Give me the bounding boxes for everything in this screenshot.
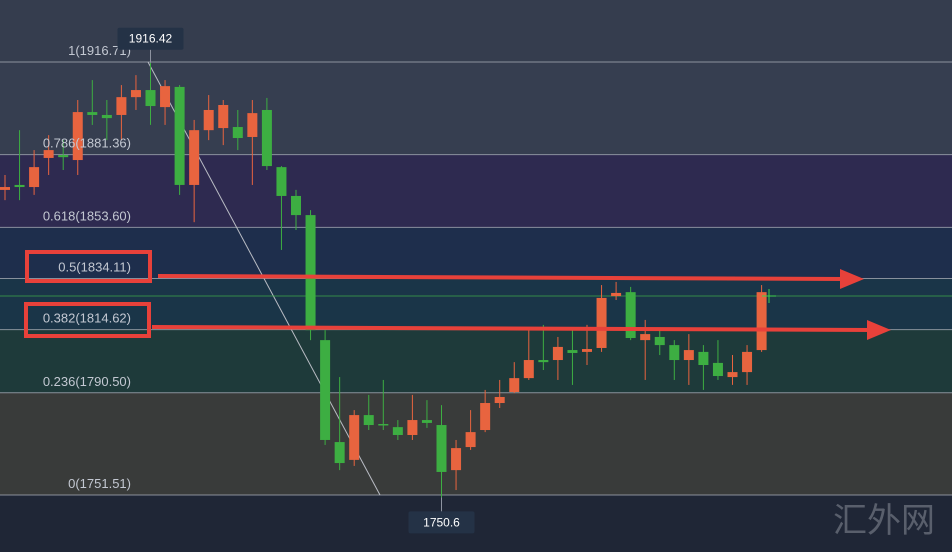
candle-body	[392, 427, 403, 435]
band	[0, 278, 952, 330]
arrow-head	[840, 269, 864, 289]
fib-trendline	[147, 61, 381, 496]
candle-body	[14, 184, 25, 188]
fib-level-label: 0.618(1853.60)	[43, 208, 131, 223]
candle-body	[276, 167, 287, 196]
arrow-head	[867, 320, 891, 340]
candle-body	[712, 362, 723, 377]
fib-level-label: 0(1751.51)	[68, 476, 131, 491]
candle-body	[742, 351, 753, 373]
candle-body	[363, 415, 374, 426]
candle-body	[305, 215, 316, 331]
band	[0, 329, 952, 393]
candle-body	[349, 415, 360, 460]
fib-level-label: 1(1916.71)	[68, 43, 131, 58]
fib-level-label: 0.5(1834.11)	[58, 259, 131, 274]
candle-body	[261, 109, 272, 167]
candle-body	[538, 360, 549, 363]
candle-body	[189, 130, 200, 185]
candles	[0, 62, 767, 498]
candle-body	[101, 114, 112, 119]
candle-body	[756, 292, 767, 351]
candle-body	[436, 425, 447, 472]
candle-body	[58, 155, 69, 158]
candle-body	[582, 349, 592, 352]
band	[0, 392, 952, 495]
candle-body	[421, 420, 432, 423]
candle-body	[480, 403, 491, 431]
candle-body	[116, 97, 127, 115]
candle-body	[160, 86, 171, 108]
candle-body	[625, 292, 636, 339]
band	[0, 154, 952, 228]
highlight-box	[24, 302, 151, 338]
candle-body	[567, 350, 578, 353]
fib-level-label: 0.382(1814.62)	[43, 311, 131, 326]
candle-body	[552, 346, 563, 361]
candle-body	[640, 334, 651, 341]
candle-body	[291, 195, 301, 216]
candle-body	[451, 448, 462, 471]
candle-body	[218, 105, 229, 129]
annotation-box	[408, 511, 475, 534]
candle-body	[247, 113, 258, 137]
candle-body	[654, 336, 665, 346]
candle-body	[130, 90, 141, 98]
candle-body	[145, 90, 156, 107]
highlight-box	[25, 250, 152, 283]
band	[0, 227, 952, 279]
candle-body	[698, 351, 709, 366]
fib-level-label: 0.236(1790.50)	[43, 374, 131, 389]
candle-body	[0, 187, 10, 190]
candle-body	[72, 112, 83, 161]
annotation-box	[117, 27, 184, 50]
band	[0, 494, 952, 552]
labels: 1(1916.71) 0.786(1881.36) 0.618(1853.60) 0.…	[43, 27, 475, 534]
candle-body	[29, 167, 40, 188]
band	[0, 61, 952, 155]
candle-body	[611, 292, 622, 297]
candle-body	[334, 442, 345, 464]
fib-level-label: 0.786(1881.36)	[43, 136, 131, 151]
candle-body	[727, 372, 738, 378]
candle-body	[683, 350, 694, 361]
crosshair	[762, 289, 776, 303]
candle-body	[523, 360, 534, 379]
candle-body	[407, 420, 418, 435]
candle-body	[494, 396, 505, 404]
candle-body	[174, 86, 185, 185]
arrow	[157, 274, 846, 281]
annotation-label: 1750.6	[423, 515, 460, 529]
candle-body	[43, 150, 54, 158]
candle-body	[232, 127, 243, 139]
candle-body	[87, 112, 98, 115]
candle-body	[320, 340, 331, 440]
annotation-label: 1916.42	[129, 32, 173, 46]
candle-body	[378, 423, 389, 426]
candle-body	[509, 378, 520, 393]
candle-body	[203, 109, 214, 131]
candle-body	[596, 297, 607, 348]
candle-body	[465, 432, 476, 448]
candle-body	[669, 345, 680, 361]
watermark: 汇外网	[833, 501, 935, 541]
arrow	[151, 325, 873, 332]
